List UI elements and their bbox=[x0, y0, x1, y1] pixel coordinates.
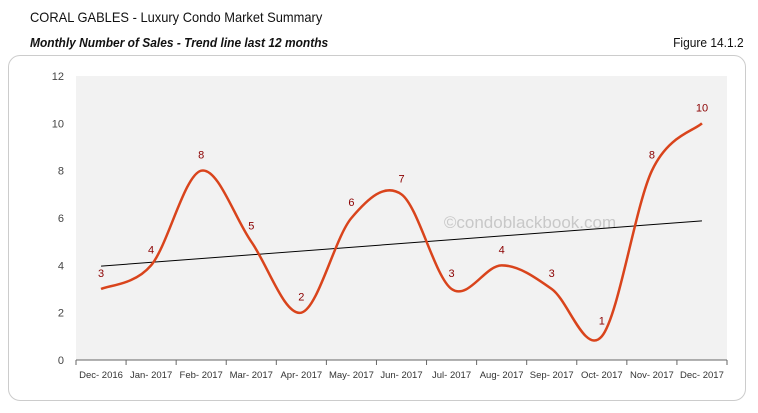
y-tick-label: 0 bbox=[58, 355, 64, 367]
data-label: 2 bbox=[298, 292, 304, 304]
data-label: 5 bbox=[248, 221, 254, 233]
x-tick-label: Aug- 2017 bbox=[480, 370, 524, 381]
x-tick-label: Jun- 2017 bbox=[380, 370, 422, 381]
x-tick-label: Sep- 2017 bbox=[530, 370, 574, 381]
y-tick-label: 8 bbox=[58, 166, 64, 178]
data-label: 3 bbox=[98, 268, 104, 280]
plot-area bbox=[76, 76, 727, 360]
data-label: 4 bbox=[499, 244, 505, 256]
x-tick-label: Nov- 2017 bbox=[630, 370, 674, 381]
data-label: 4 bbox=[148, 244, 154, 256]
x-tick-label: Feb- 2017 bbox=[180, 370, 223, 381]
y-tick-label: 6 bbox=[58, 213, 64, 225]
sales-series-line bbox=[100, 122, 703, 342]
data-label: 8 bbox=[649, 150, 655, 162]
data-label: 7 bbox=[398, 173, 404, 185]
data-label: 3 bbox=[449, 268, 455, 280]
x-tick-label: Jul- 2017 bbox=[432, 370, 471, 381]
x-tick-label: Jan- 2017 bbox=[130, 370, 172, 381]
data-label: 1 bbox=[599, 315, 605, 327]
y-tick-label: 10 bbox=[52, 118, 64, 130]
data-label: 6 bbox=[348, 197, 354, 209]
x-tick-label: Dec- 2016 bbox=[79, 370, 123, 381]
data-label: 8 bbox=[198, 150, 204, 162]
y-tick-label: 2 bbox=[58, 308, 64, 320]
y-tick-label: 4 bbox=[58, 260, 64, 272]
x-tick-label: Apr- 2017 bbox=[280, 370, 322, 381]
x-tick-label: Dec- 2017 bbox=[680, 370, 724, 381]
chart-subtitle: Monthly Number of Sales - Trend line las… bbox=[30, 35, 329, 50]
trend-line bbox=[101, 220, 702, 267]
figure-number: Figure 14.1.2 bbox=[673, 35, 744, 50]
x-tick-label: May- 2017 bbox=[329, 370, 374, 381]
y-tick-label: 12 bbox=[52, 71, 64, 83]
watermark: ©condoblackbook.com bbox=[444, 213, 616, 232]
chart-frame bbox=[8, 55, 746, 401]
data-label: 3 bbox=[549, 268, 555, 280]
x-tick-label: Mar- 2017 bbox=[230, 370, 273, 381]
chart-title: CORAL GABLES - Luxury Condo Market Summa… bbox=[30, 9, 323, 25]
x-tick-label: Oct- 2017 bbox=[581, 370, 623, 381]
data-label: 10 bbox=[696, 102, 708, 114]
